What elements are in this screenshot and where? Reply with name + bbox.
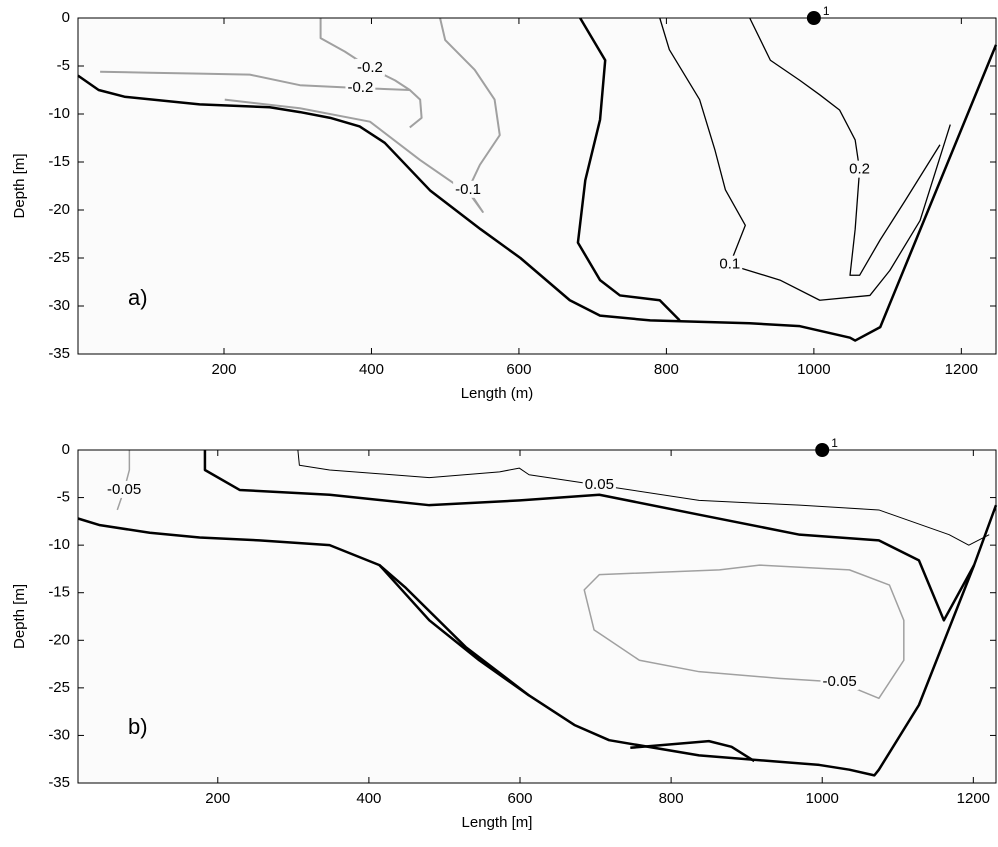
- x-tick-label: 400: [356, 790, 381, 807]
- contour-label-bg: [104, 480, 144, 498]
- x-tick-label: 1000: [797, 361, 830, 378]
- contour-line: [77, 504, 998, 777]
- contour-line: [77, 44, 998, 342]
- x-tick-label: 1200: [957, 790, 990, 807]
- y-tick-label: -35: [48, 345, 70, 362]
- station-label: 1: [823, 4, 830, 18]
- contour-label: -0.2: [357, 59, 383, 76]
- contour-label: 0.2: [849, 161, 870, 178]
- panel-label: a): [128, 285, 148, 310]
- y-tick-label: -25: [48, 249, 70, 266]
- plot-area: [78, 450, 996, 783]
- contour-label: -0.05: [107, 481, 141, 498]
- x-tick-label: 200: [205, 790, 230, 807]
- y-tick-label: -15: [48, 153, 70, 170]
- plot-frame: [77, 17, 997, 355]
- station-label: 1: [831, 436, 838, 450]
- contour-label-bg: [355, 58, 385, 76]
- contour-label-bg: [582, 476, 616, 494]
- contour-line: [100, 70, 423, 129]
- x-axis-title: Length (m): [461, 385, 534, 402]
- y-tick-label: -5: [57, 57, 70, 74]
- y-tick-label: -15: [48, 584, 70, 601]
- x-tick-label: 600: [506, 361, 531, 378]
- y-tick-label: -35: [48, 774, 70, 791]
- contour-line: [576, 17, 681, 322]
- contour-label: 0.1: [719, 256, 740, 273]
- y-axis-title: Depth [m]: [11, 584, 28, 649]
- contour-line: [116, 450, 131, 511]
- contour-line: [297, 449, 990, 546]
- contour-label-bg: [717, 255, 743, 273]
- y-tick-label: 0: [62, 9, 70, 26]
- station-marker: [806, 11, 821, 25]
- y-tick-label: -30: [48, 297, 70, 314]
- contour-line: [378, 564, 530, 697]
- contour-label-bg: [453, 180, 483, 198]
- y-axis-title: Depth [m]: [11, 153, 28, 218]
- contour-label-bg: [847, 160, 873, 178]
- x-axis-title: Length [m]: [462, 814, 533, 831]
- x-tick-label: 800: [654, 361, 679, 378]
- station-marker: [815, 443, 830, 457]
- y-tick-label: -20: [48, 201, 70, 218]
- y-tick-label: -20: [48, 631, 70, 648]
- x-tick-label: 200: [211, 361, 236, 378]
- x-tick-label: 1200: [945, 361, 978, 378]
- y-tick-label: -5: [57, 489, 70, 506]
- x-tick-label: 1000: [806, 790, 839, 807]
- contour-label: -0.05: [822, 673, 856, 690]
- contour-line: [203, 450, 976, 622]
- y-tick-label: -10: [48, 105, 70, 122]
- contour-label: -0.1: [455, 181, 481, 198]
- contour-label-bg: [820, 673, 859, 691]
- contour-label-bg: [345, 79, 376, 97]
- x-tick-label: 400: [359, 361, 384, 378]
- y-tick-label: -25: [48, 679, 70, 696]
- y-tick-label: 0: [62, 441, 70, 458]
- x-tick-label: 800: [659, 790, 684, 807]
- panel-label: b): [128, 714, 148, 739]
- contour-label: 0.05: [585, 476, 614, 493]
- contour-line: [630, 739, 755, 763]
- y-tick-label: -30: [48, 726, 70, 743]
- plot-frame: [77, 449, 997, 784]
- contour-label: -0.2: [347, 79, 373, 96]
- y-tick-label: -10: [48, 536, 70, 553]
- x-tick-label: 600: [507, 790, 532, 807]
